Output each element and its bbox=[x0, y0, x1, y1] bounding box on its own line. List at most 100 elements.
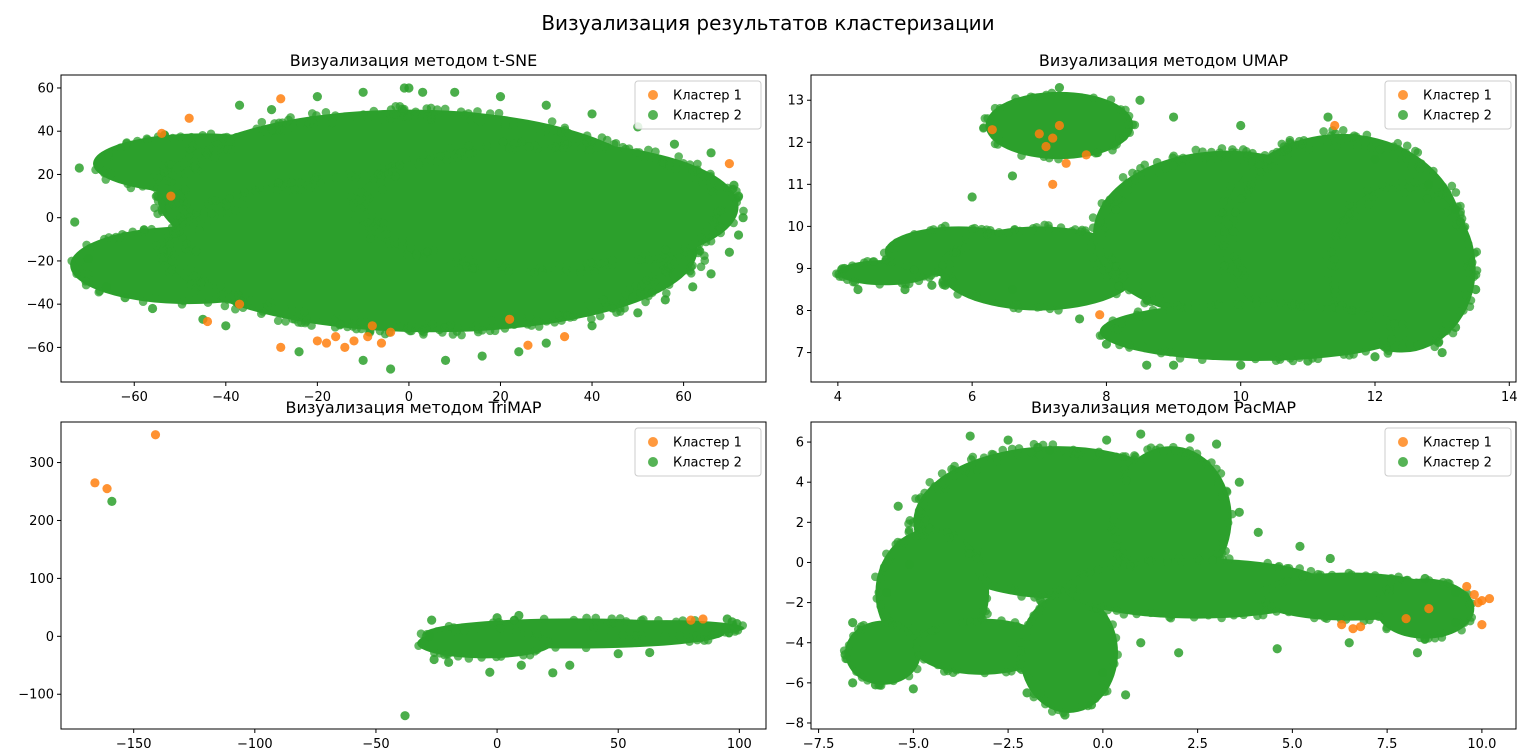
scatter-point bbox=[1159, 447, 1168, 456]
scatter-point bbox=[842, 275, 852, 285]
scatter-point bbox=[287, 178, 296, 187]
scatter-point-cluster-2 bbox=[738, 213, 748, 223]
scatter-point bbox=[395, 161, 405, 170]
scatter-point bbox=[490, 326, 500, 336]
scatter-point bbox=[968, 452, 978, 462]
scatter-point bbox=[1381, 145, 1391, 155]
scatter-point bbox=[1119, 610, 1129, 619]
scatter-point bbox=[231, 206, 241, 215]
scatter-point bbox=[1023, 620, 1033, 630]
scatter-point bbox=[1154, 168, 1164, 177]
scatter-point-cluster-2 bbox=[1236, 360, 1246, 370]
scatter-point bbox=[1347, 570, 1356, 579]
scatter-point-cluster-2 bbox=[1045, 445, 1055, 455]
x-tick-label: −40 bbox=[212, 390, 239, 405]
scatter-point bbox=[1218, 534, 1227, 543]
x-tick-label: 14 bbox=[1501, 390, 1518, 405]
scatter-point bbox=[1374, 315, 1384, 325]
scatter-point-cluster-1 bbox=[1337, 620, 1347, 630]
scatter-point-cluster-2 bbox=[722, 614, 732, 624]
scatter-point-cluster-2 bbox=[358, 355, 368, 365]
scatter-point bbox=[1156, 348, 1166, 358]
scatter-point bbox=[200, 272, 210, 282]
scatter-point bbox=[1407, 182, 1417, 192]
subplot-tsne: Визуализация методом t-SNE −60 −40 −20 0 20 40… bbox=[27, 51, 767, 405]
scatter-point-cluster-1 bbox=[1484, 593, 1495, 604]
scatter-point-cluster-2 bbox=[1295, 541, 1305, 552]
scatter-point bbox=[628, 292, 637, 302]
scatter-point bbox=[925, 477, 935, 487]
scatter-point-cluster-1 bbox=[1048, 179, 1058, 189]
scatter-point bbox=[189, 218, 198, 228]
scatter-point bbox=[1033, 442, 1042, 452]
scatter-point bbox=[1029, 93, 1038, 102]
scatter-point bbox=[187, 239, 197, 249]
scatter-point bbox=[1029, 611, 1039, 620]
x-tick-label: 40 bbox=[584, 390, 601, 405]
scatter-point bbox=[882, 549, 891, 559]
scatter-point bbox=[497, 262, 507, 272]
scatter-point bbox=[1285, 354, 1295, 363]
scatter-point bbox=[1239, 610, 1248, 620]
scatter-point bbox=[679, 159, 688, 168]
scatter-point bbox=[537, 267, 547, 277]
y-tick-label: 11 bbox=[787, 178, 804, 193]
scatter-point-cluster-2 bbox=[660, 295, 670, 305]
scatter-point bbox=[1116, 105, 1126, 114]
scatter-point-cluster-2 bbox=[1234, 477, 1244, 487]
scatter-point bbox=[669, 270, 679, 280]
scatter-point bbox=[1455, 307, 1465, 316]
scatter-point-cluster-1 bbox=[276, 342, 286, 353]
scatter-point bbox=[1384, 589, 1394, 598]
scatter-point bbox=[1017, 592, 1026, 601]
x-tick-label: −150 bbox=[116, 737, 152, 752]
scatter-point-cluster-2 bbox=[1174, 648, 1184, 658]
x-tick-label: 12 bbox=[1367, 390, 1384, 405]
scatter-point bbox=[1251, 354, 1260, 364]
scatter-point-cluster-2 bbox=[541, 100, 551, 110]
scatter-point bbox=[1457, 625, 1466, 635]
scatter-point bbox=[660, 631, 670, 641]
scatter-point bbox=[445, 144, 455, 153]
scatter-point bbox=[1142, 455, 1151, 465]
scatter-point bbox=[1124, 111, 1134, 121]
scatter-point bbox=[832, 269, 841, 278]
scatter-point bbox=[94, 287, 104, 297]
scatter-point bbox=[255, 301, 264, 311]
scatter-point bbox=[504, 267, 513, 276]
scatter-point bbox=[476, 117, 485, 126]
scatter-point bbox=[439, 322, 449, 332]
scatter-point bbox=[204, 281, 214, 291]
scatter-point-cluster-1 bbox=[363, 331, 373, 342]
scatter-point bbox=[965, 468, 975, 478]
scatter-point-cluster-2 bbox=[83, 254, 94, 264]
scatter-point bbox=[187, 132, 196, 142]
scatter-point bbox=[494, 108, 504, 118]
scatter-point bbox=[1345, 209, 1355, 219]
scatter-point-cluster-1 bbox=[523, 340, 533, 350]
scatter-point bbox=[951, 248, 961, 257]
scatter-point bbox=[916, 493, 926, 502]
scatter-point bbox=[422, 324, 431, 334]
scatter-point bbox=[310, 173, 320, 183]
scatter-point bbox=[1229, 227, 1239, 237]
subplot-pacmap: Визуализация методом PacMAP −7.5 −5.0 −2.5 0… bbox=[785, 398, 1517, 752]
scatter-point bbox=[651, 147, 660, 156]
scatter-point bbox=[1370, 571, 1380, 580]
scatter-point bbox=[220, 301, 230, 311]
scatter-point bbox=[1129, 455, 1139, 464]
scatter-point bbox=[914, 530, 924, 540]
legend-label-cluster-2: Кластер 2 bbox=[673, 456, 742, 471]
scatter-point bbox=[138, 181, 147, 191]
scatter-point bbox=[919, 629, 928, 639]
scatter-point bbox=[167, 177, 176, 187]
scatter-point bbox=[678, 616, 688, 625]
scatter-point bbox=[1229, 610, 1239, 620]
scatter-point bbox=[1387, 573, 1396, 583]
scatter-point bbox=[138, 297, 148, 306]
scatter-point bbox=[639, 279, 649, 289]
scatter-point-cluster-2 bbox=[1168, 360, 1179, 370]
scatter-point bbox=[309, 119, 319, 129]
scatter-point bbox=[460, 110, 470, 120]
scatter-point bbox=[1364, 311, 1373, 320]
